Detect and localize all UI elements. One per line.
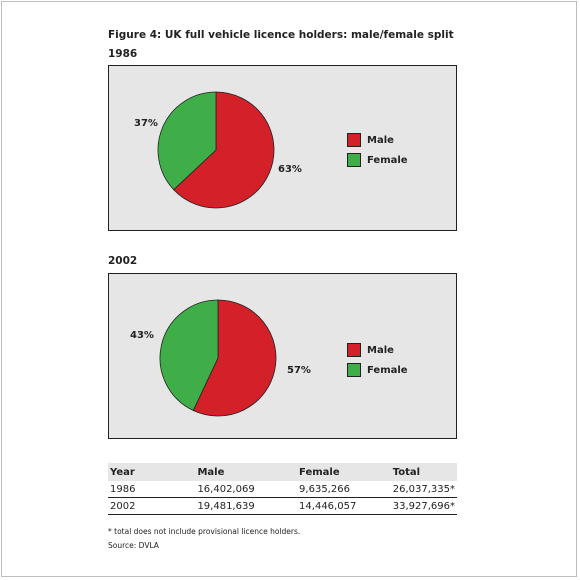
table-cell-total: 33,927,696* [390,497,457,515]
legend-item-female: Female [347,150,408,170]
pie-label-1986-male: 63% [278,164,302,175]
legend-swatch-male [347,133,361,147]
pie-slice-2002-female [159,299,219,412]
table-cell-male: 16,402,069 [195,481,298,498]
table-cell-female: 14,446,057 [297,497,391,515]
pie-slice-1986-male [173,91,275,209]
table-row: 2002 19,481,639 14,446,057 33,927,696* [108,497,457,515]
table-header-year: Year [108,463,196,481]
chart-1986-title: 1986 [108,48,138,60]
table-cell-year: 2002 [108,497,196,515]
legend-swatch-female [347,363,361,377]
chart-1986-svg [157,91,275,209]
legend-1986: Male Female [347,130,408,170]
pie-label-1986-female: 37% [134,118,158,129]
legend-item-female: Female [347,360,408,380]
figure-title: Figure 4: UK full vehicle licence holder… [108,29,454,41]
table-header-total: Total [390,463,457,481]
legend-2002: Male Female [347,340,408,380]
pie-label-2002-male: 57% [287,365,311,376]
licence-holders-table: Year Male Female Total 1986 16,402,069 9… [108,463,457,515]
table-row: 1986 16,402,069 9,635,266 26,037,335* [108,481,457,498]
table-cell-female: 9,635,266 [297,481,391,498]
source-note: Source: DVLA [108,541,159,550]
chart-1986-panel: 37% 63% Male Female [108,65,457,231]
table-header-row: Year Male Female Total [108,463,457,481]
legend-swatch-female [347,153,361,167]
legend-item-male: Male [347,340,408,360]
table-header-male: Male [195,463,298,481]
table-cell-year: 1986 [108,481,196,498]
pie-slice-1986-female [157,91,217,191]
legend-label-female: Female [367,154,408,166]
legend-label-male: Male [367,134,394,146]
table-header-female: Female [297,463,391,481]
chart-2002-title: 2002 [108,255,138,267]
legend-label-female: Female [367,364,408,376]
legend-label-male: Male [367,344,394,356]
chart-2002-svg [159,299,277,417]
legend-item-male: Male [347,130,408,150]
footnote: * total does not include provisional lic… [108,527,301,536]
chart-2002-panel: 43% 57% Male Female [108,273,457,439]
pie-slice-2002-male [192,299,277,417]
pie-label-2002-female: 43% [130,330,154,341]
table-cell-male: 19,481,639 [195,497,298,515]
table-cell-total: 26,037,335* [390,481,457,498]
legend-swatch-male [347,343,361,357]
